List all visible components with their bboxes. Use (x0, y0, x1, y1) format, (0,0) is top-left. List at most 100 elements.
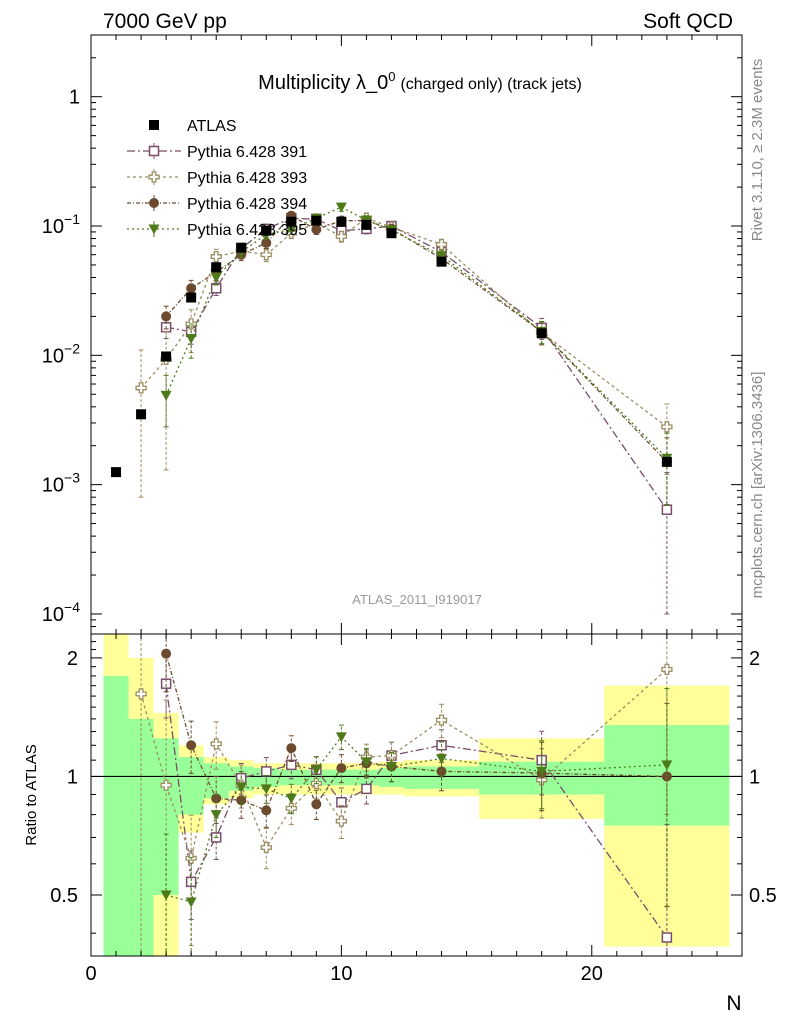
main-y-tick-label-base: 10 (42, 345, 64, 367)
x-tick-label: 0 (85, 963, 96, 985)
series-1-ratio-point (185, 876, 197, 888)
series-2-point (260, 249, 272, 261)
ratio-y-tick-label-right: 1 (749, 766, 760, 788)
chart-title-main: Multiplicity λ_0 (258, 72, 388, 94)
series-4-ratio-point (335, 732, 347, 743)
atlas-data (111, 215, 672, 478)
series-3-ratio-point (311, 799, 322, 810)
legend-label: Pythia 6.428 395 (187, 222, 307, 239)
series-3-ratio-point (161, 648, 172, 659)
main-axes: 10−410−310−210−11 (42, 34, 743, 635)
main-panel: Multiplicity λ_00 (charged only) (track j… (42, 34, 743, 635)
legend-label: Pythia 6.428 394 (187, 196, 307, 213)
chart-title-superscript: 0 (388, 69, 395, 84)
series-1-ratio-point (261, 766, 272, 777)
main-y-tick-label: 1 (69, 87, 80, 109)
main-y-tick-label-base: 10 (42, 216, 64, 238)
atlas-point (236, 242, 247, 253)
legend-marker (148, 145, 160, 157)
band-inner (378, 768, 404, 788)
series-2-point (335, 230, 348, 243)
ratio-y-tick-label: 2 (67, 648, 78, 670)
atlas-point (111, 467, 122, 478)
series-2-point (661, 421, 673, 433)
ratio-axis-label: Ratio to ATLAS (23, 744, 40, 845)
atlas-point (186, 292, 197, 303)
series-3-point (161, 311, 172, 322)
main-y-tick-label-exponent: −2 (64, 340, 80, 356)
x-tick-label: 10 (330, 963, 352, 985)
chart-title-suffix: (charged only) (track jets) (400, 76, 581, 93)
series-2-ratio-line (140, 668, 668, 861)
series-4-point (436, 251, 448, 262)
series-3-ratio-point (661, 771, 672, 782)
atlas-point (261, 225, 272, 236)
series-3-ratio-point (286, 743, 297, 754)
main-y-tick-label: 10−4 (42, 599, 80, 626)
series-4-ratio-point (260, 784, 272, 795)
series-3-ratio-point (186, 740, 197, 751)
series-4-ratio-point (235, 782, 247, 793)
main-y-tick-label-base: 1 (69, 87, 80, 109)
series-3-ratio-point (211, 793, 222, 804)
series-4-point (160, 390, 172, 401)
series-2-ratio-point (260, 841, 272, 854)
series-4-point (285, 224, 297, 235)
atlas-point (536, 328, 547, 339)
series-4-ratio-point (385, 761, 397, 772)
series-2-point (435, 238, 448, 251)
atlas-point (436, 256, 447, 267)
series-4-ratio-point (160, 890, 172, 901)
series-2-ratio-point (210, 738, 222, 750)
atlas-point (661, 456, 672, 467)
main-y-tick-label-base: 10 (42, 604, 64, 626)
series-4-ratio-point (185, 897, 197, 908)
atlas-point (286, 216, 297, 227)
series-4-ratio-point (536, 766, 548, 777)
series-4-ratio-point (310, 765, 322, 776)
series-4-ratio-point (436, 754, 448, 765)
series-4-ratio-point (360, 757, 372, 768)
series-4-ratio (160, 688, 673, 957)
legend-marker (149, 120, 159, 130)
series-1-point (661, 504, 673, 515)
ratio-y-tick-label-right: 2 (749, 648, 760, 670)
band-inner (103, 675, 129, 956)
atlas-point (211, 262, 222, 273)
series-2-point (210, 250, 222, 263)
atlas-point (161, 351, 172, 362)
atlas-point (336, 216, 347, 227)
legend-item: Pythia 6.428 391 (127, 143, 307, 161)
series-2-point (135, 382, 147, 394)
legend-item: Pythia 6.428 393 (127, 169, 307, 187)
legend-label: Pythia 6.428 393 (187, 170, 307, 187)
main-y-tick-label-exponent: −3 (64, 470, 80, 486)
series-3-ratio-point (236, 795, 247, 806)
main-plot-area (91, 35, 742, 634)
ratio-plot-area (91, 633, 742, 957)
series-4-ratio-point (285, 793, 297, 804)
chart-title: Multiplicity λ_00 (charged only) (track j… (258, 69, 582, 94)
series-4-ratio-point (661, 760, 673, 771)
series-4-point (335, 202, 347, 213)
series-3-ratio-point (336, 763, 347, 774)
atlas-point (136, 409, 147, 420)
main-y-tick-label: 10−1 (42, 211, 80, 238)
side-label-top: Rivet 3.1.10, ≥ 2.3M events (749, 59, 766, 242)
legend-item: Pythia 6.428 395 (127, 221, 307, 239)
ratio-y-tick-label-right: 0.5 (749, 885, 777, 907)
main-y-tick-label: 10−3 (42, 470, 80, 497)
main-y-tick-label-base: 10 (42, 475, 64, 497)
series-3-point (261, 237, 272, 248)
x-tick-label: 20 (581, 963, 603, 985)
series-1-ratio-point (661, 932, 673, 943)
series-2-ratio-point (661, 663, 673, 676)
legend-label: Pythia 6.428 391 (187, 144, 307, 161)
series-2-ratio-point (335, 815, 348, 827)
legend-item: ATLAS (149, 118, 237, 135)
series-4-point (185, 333, 197, 344)
series-2-ratio-point (160, 779, 172, 791)
side-label-bottom: mcplots.cern.ch [arXiv:1306.3436] (749, 372, 766, 599)
atlas-point (361, 219, 372, 230)
